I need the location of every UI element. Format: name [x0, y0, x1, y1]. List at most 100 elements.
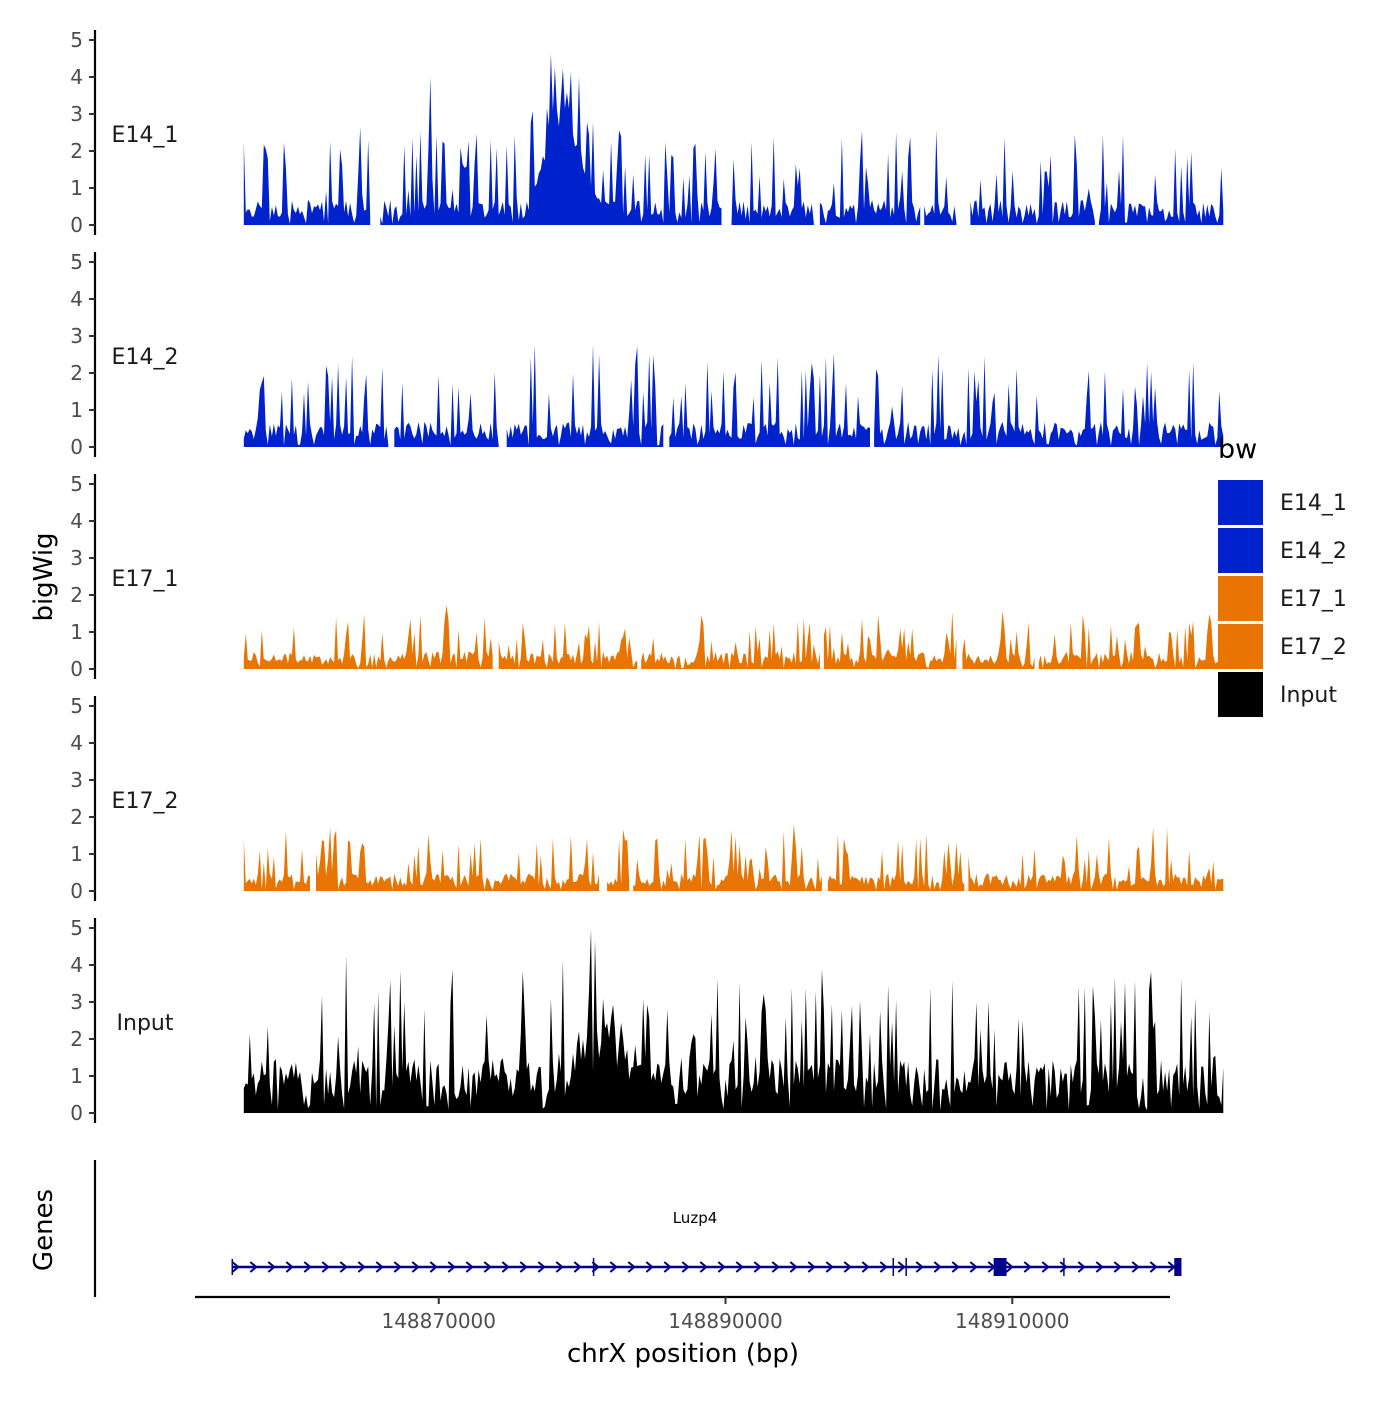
signal-area-E14_1-4 [924, 130, 957, 225]
y-tick-label-Input-3: 3 [70, 990, 83, 1014]
signal-tracks [243, 53, 1224, 1113]
y-tick-label-E14_2-4: 4 [70, 287, 83, 311]
x-tick-label-148870000: 148870000 [381, 1309, 496, 1333]
strand-arrow [573, 1261, 582, 1273]
strand-arrow [1167, 1261, 1176, 1273]
strand-arrow [411, 1261, 420, 1273]
signal-area-E14_1-5 [970, 134, 1095, 225]
signal-area-E17_1-2 [641, 615, 820, 669]
strand-arrow [465, 1261, 474, 1273]
strand-arrow [1149, 1261, 1158, 1273]
signal-area-Input-0 [243, 929, 1224, 1113]
signal-area-E17_2-0 [243, 830, 310, 891]
strand-arrow [231, 1261, 240, 1273]
strand-arrow [501, 1261, 510, 1273]
legend-title: bw [1218, 434, 1257, 465]
strand-arrow [969, 1261, 978, 1273]
strand-arrow [771, 1261, 780, 1273]
y-tick-label-Input-0: 0 [70, 1101, 83, 1125]
signal-area-E14_1-0 [243, 127, 371, 225]
signal-area-E17_1-4 [962, 611, 1035, 669]
coding-exon-0 [993, 1258, 1007, 1276]
strand-arrow [1059, 1261, 1068, 1273]
legend-swatch-E17_1 [1218, 576, 1263, 621]
y-tick-label-E14_1-1: 1 [70, 176, 83, 200]
track-E14_2 [243, 344, 1224, 447]
legend-label-E17_1: E17_1 [1280, 587, 1347, 612]
strand-arrow [249, 1261, 258, 1273]
strand-arrow [699, 1261, 708, 1273]
legend-swatch-Input [1218, 672, 1263, 717]
signal-area-E17_2-5 [968, 827, 1224, 891]
strand-arrow [1005, 1261, 1014, 1273]
legend-label-E14_1: E14_1 [1280, 491, 1347, 516]
strand-arrow [519, 1261, 528, 1273]
y-tick-label-E17_1-1: 1 [70, 620, 83, 644]
y-tick-label-Input-5: 5 [70, 916, 83, 940]
strand-arrow [393, 1261, 402, 1273]
strand-arrow [303, 1261, 312, 1273]
y-tick-label-Input-1: 1 [70, 1064, 83, 1088]
legend-swatch-E14_1 [1218, 480, 1263, 525]
strand-arrow [735, 1261, 744, 1273]
y-tick-label-E14_1-3: 3 [70, 102, 83, 126]
signal-area-E14_2-1 [394, 371, 499, 447]
strand-arrow [339, 1261, 348, 1273]
strand-arrow [825, 1261, 834, 1273]
signal-area-E17_2-3 [633, 824, 822, 891]
coding-exon-1 [1174, 1258, 1182, 1276]
strand-arrow [663, 1261, 672, 1273]
signal-area-E17_2-2 [607, 829, 630, 891]
strand-arrow [1077, 1261, 1086, 1273]
track-label-Input: Input [117, 1011, 174, 1036]
signal-area-E14_2-4 [874, 354, 1224, 447]
signal-area-E14_2-3 [669, 353, 870, 447]
y-tick-label-E17_2-5: 5 [70, 694, 83, 718]
strand-arrow [267, 1261, 276, 1273]
y-tick-label-Input-4: 4 [70, 953, 83, 977]
strand-arrow [483, 1261, 492, 1273]
signal-area-E14_2-0 [243, 355, 389, 447]
strand-arrow [933, 1261, 942, 1273]
y-tick-label-E14_2-2: 2 [70, 361, 83, 385]
legend-label-Input: Input [1280, 683, 1337, 708]
y-tick-label-E17_2-2: 2 [70, 805, 83, 829]
y-tick-label-E14_1-5: 5 [70, 28, 83, 52]
y-tick-label-E14_1-0: 0 [70, 213, 83, 237]
strand-arrow [627, 1261, 636, 1273]
track-E17_1 [243, 605, 1224, 669]
legend: bw E14_1 E14_2 E17_1 E17_2 Input [1218, 434, 1347, 717]
track-E17_2 [243, 824, 1224, 891]
track-label-E14_2: E14_2 [112, 345, 179, 370]
strand-arrow [1131, 1261, 1140, 1273]
signal-area-E17_1-0 [243, 605, 493, 669]
strand-arrow [843, 1261, 852, 1273]
y-tick-label-E14_2-5: 5 [70, 250, 83, 274]
strand-arrow [447, 1261, 456, 1273]
y-tick-label-E17_2-0: 0 [70, 879, 83, 903]
signal-area-E14_2-2 [506, 344, 664, 447]
y-tick-label-E17_2-1: 1 [70, 842, 83, 866]
x-tick-label-148910000: 148910000 [955, 1309, 1070, 1333]
strand-arrow [375, 1261, 384, 1273]
y-tick-label-E17_1-4: 4 [70, 509, 83, 533]
track-Input [243, 929, 1224, 1113]
strand-arrow [753, 1261, 762, 1273]
y-tick-label-E14_1-2: 2 [70, 139, 83, 163]
strand-arrow [897, 1261, 906, 1273]
strand-arrow [861, 1261, 870, 1273]
strand-arrow [879, 1261, 888, 1273]
signal-area-E14_1-3 [819, 130, 921, 225]
strand-arrow [321, 1261, 330, 1273]
signal-area-E17_2-4 [827, 833, 965, 891]
y-axis-title: bigWig [29, 532, 59, 621]
strand-arrow [609, 1261, 618, 1273]
strand-arrow [915, 1261, 924, 1273]
x-axis-title: chrX position (bp) [567, 1339, 799, 1369]
strand-arrow [789, 1261, 798, 1273]
x-tick-label-148890000: 148890000 [668, 1309, 783, 1333]
signal-area-E14_1-2 [731, 136, 814, 225]
strand-arrow [951, 1261, 960, 1273]
